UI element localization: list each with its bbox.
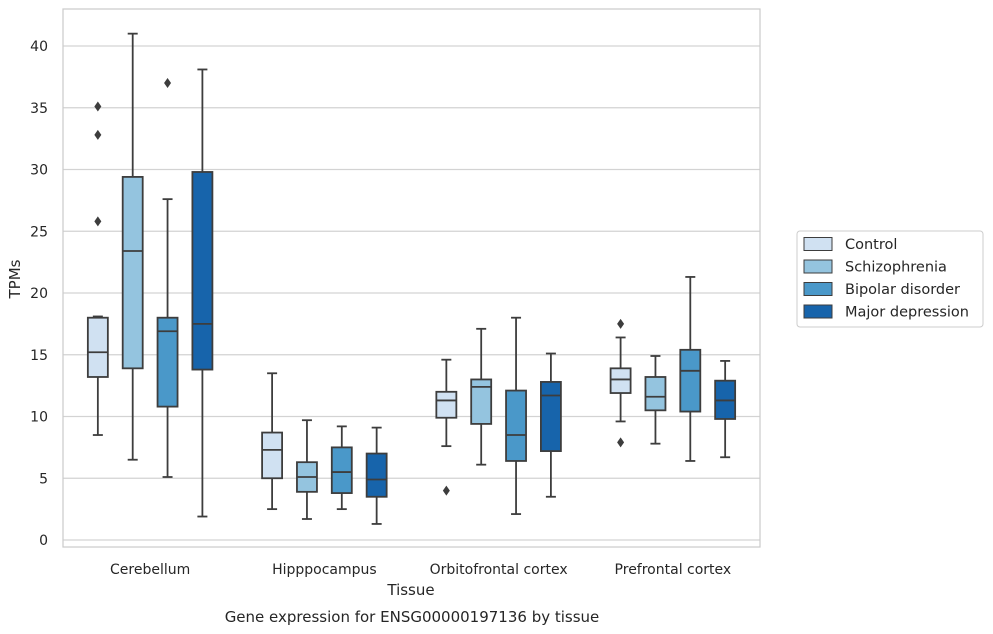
- box-group: [470, 327, 493, 466]
- outlier-marker: [164, 78, 172, 89]
- y-tick-label: 30: [30, 163, 48, 179]
- x-tick-labels: Cerebellum Hipppocampus Orbitofrontal cort…: [110, 562, 731, 578]
- box: [261, 431, 284, 480]
- outlier-marker: [617, 437, 625, 448]
- plot-frame: [62, 8, 761, 548]
- y-axis-label: TPMs: [6, 259, 24, 299]
- y-tick-label: 15: [30, 348, 48, 364]
- legend-label: Control: [845, 237, 897, 253]
- box-group: [86, 101, 109, 436]
- box: [435, 390, 458, 419]
- y-tick-label: 25: [30, 224, 48, 240]
- box-group: [435, 358, 458, 496]
- x-tick-label: Prefrontal cortex: [615, 562, 732, 578]
- outlier-marker: [617, 318, 625, 329]
- box-group: [540, 352, 562, 498]
- box: [191, 171, 214, 371]
- box-groups: [86, 32, 737, 525]
- legend-label: Bipolar disorder: [845, 282, 960, 298]
- box: [679, 348, 702, 413]
- box: [470, 378, 493, 425]
- x-tick-label: Cerebellum: [110, 562, 190, 578]
- y-tick-label: 40: [30, 39, 48, 55]
- gridlines: [63, 45, 760, 541]
- legend: Control Schizophrenia Bipolar disorder Majo…: [796, 230, 984, 328]
- box-group: [261, 372, 284, 511]
- box-group: [679, 276, 702, 462]
- box-group: [644, 355, 667, 445]
- y-tick-label: 35: [30, 101, 48, 117]
- box: [644, 376, 667, 412]
- box: [330, 446, 353, 494]
- legend-swatch: [803, 237, 833, 251]
- y-tick-label: 10: [30, 410, 48, 426]
- box: [505, 389, 527, 462]
- plot-area: [63, 9, 760, 547]
- legend-label: Major depression: [845, 305, 969, 321]
- x-tick-label: Orbitofrontal cortex: [430, 562, 568, 578]
- x-axis-label: Tissue: [386, 581, 434, 599]
- outlier-marker: [442, 485, 450, 496]
- x-tick-label: Hipppocampus: [272, 562, 377, 578]
- box: [121, 176, 144, 370]
- box: [156, 316, 179, 408]
- outlier-marker: [94, 129, 102, 140]
- box-group: [365, 426, 388, 525]
- y-tick-labels: 0 5 10 15 20 25 30 35 40: [30, 39, 48, 549]
- legend-frame: [796, 230, 984, 328]
- legend-label: Schizophrenia: [845, 260, 947, 276]
- box-group: [609, 318, 632, 448]
- legend-swatch: [803, 304, 833, 319]
- chart-caption: Gene expression for ENSG00000197136 by t…: [225, 608, 600, 626]
- y-tick-label: 5: [39, 471, 48, 487]
- box-group: [505, 316, 527, 515]
- box-group: [121, 32, 144, 461]
- box-group: [330, 425, 353, 511]
- box-group: [191, 68, 214, 518]
- box: [540, 381, 562, 452]
- box: [609, 367, 632, 394]
- legend-swatch: [803, 282, 833, 296]
- box-group: [156, 78, 179, 478]
- legend-swatch: [803, 259, 833, 274]
- y-tick-label: 0: [39, 533, 48, 549]
- box-group: [714, 360, 737, 459]
- y-tick-label: 20: [30, 286, 48, 302]
- box: [365, 452, 388, 498]
- outlier-marker: [94, 101, 102, 112]
- box: [86, 316, 109, 378]
- outlier-marker: [94, 216, 102, 227]
- box-group: [296, 419, 318, 520]
